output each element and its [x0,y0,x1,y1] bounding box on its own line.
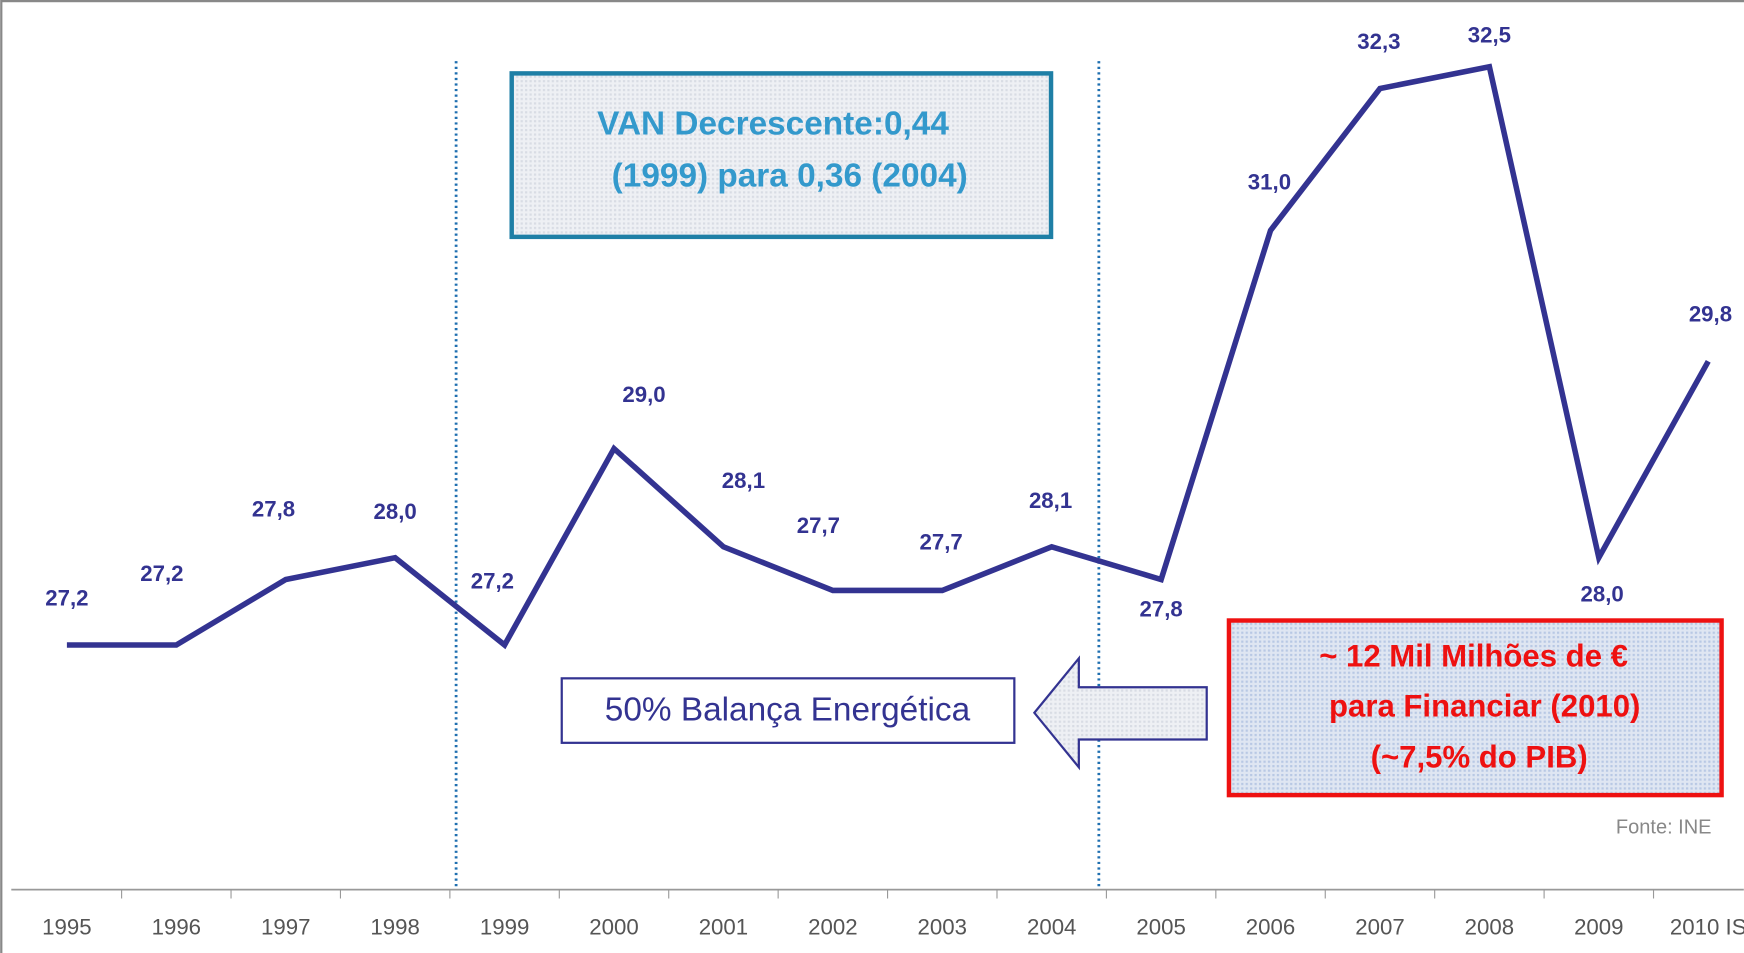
data-label: 32,3 [1357,29,1400,54]
annotation: (~7,5% do PIB) [1371,740,1588,775]
data-label: 27,8 [252,496,295,521]
data-label: 31,0 [1248,170,1291,195]
financiar-box [1226,618,1724,798]
x-tick-label: 1999 [480,914,529,939]
balanca-box [560,677,1016,744]
x-tick-label: 2000 [589,914,638,939]
x-tick-label: 2009 [1574,914,1623,939]
x-tick-label: 1998 [370,914,419,939]
x-tick-label: 1997 [261,914,310,939]
x-tick-label: 2005 [1136,914,1185,939]
annotation: (1999) para 0,36 (2004) [612,158,968,195]
x-tick-label: 2003 [918,914,967,939]
data-label: 28,1 [1029,488,1072,513]
x-tick-label: 2010 IS [1670,914,1744,939]
data-label: 28,1 [722,468,765,493]
annotation: VAN Decrescente:0,44 [597,105,949,142]
x-tick-label: 2004 [1027,914,1076,939]
data-label: 29,8 [1689,302,1732,327]
data-label: 28,0 [1581,581,1624,606]
data-label: 27,2 [471,569,514,594]
data-label: 27,2 [140,561,183,586]
line [66,63,1711,650]
annotation: para Financiar (2010) [1329,689,1640,724]
data-label: 27,7 [920,530,963,555]
data-label: 27,7 [797,513,840,538]
x-tick-label: 2006 [1246,914,1295,939]
x-tick-label: 1996 [152,914,201,939]
data-label: 32,5 [1468,23,1511,48]
annotation: 50% Balança Energética [605,692,971,729]
x-tick-label: 2001 [699,914,748,939]
x-tick-label: 2007 [1355,914,1404,939]
annotation: ~ 12 Mil Milhões de € [1319,639,1628,674]
x-tick-label: 1995 [42,914,91,939]
data-label: 27,8 [1139,597,1182,622]
data-label: 28,0 [374,499,417,524]
x-tick-label: 2002 [808,914,857,939]
source: Fonte: INE [1616,817,1712,839]
van-box [509,71,1054,240]
data-label: 27,2 [45,585,88,610]
data-label: 29,0 [622,382,665,407]
arrow [1032,655,1208,771]
x-tick-label: 2008 [1465,914,1514,939]
